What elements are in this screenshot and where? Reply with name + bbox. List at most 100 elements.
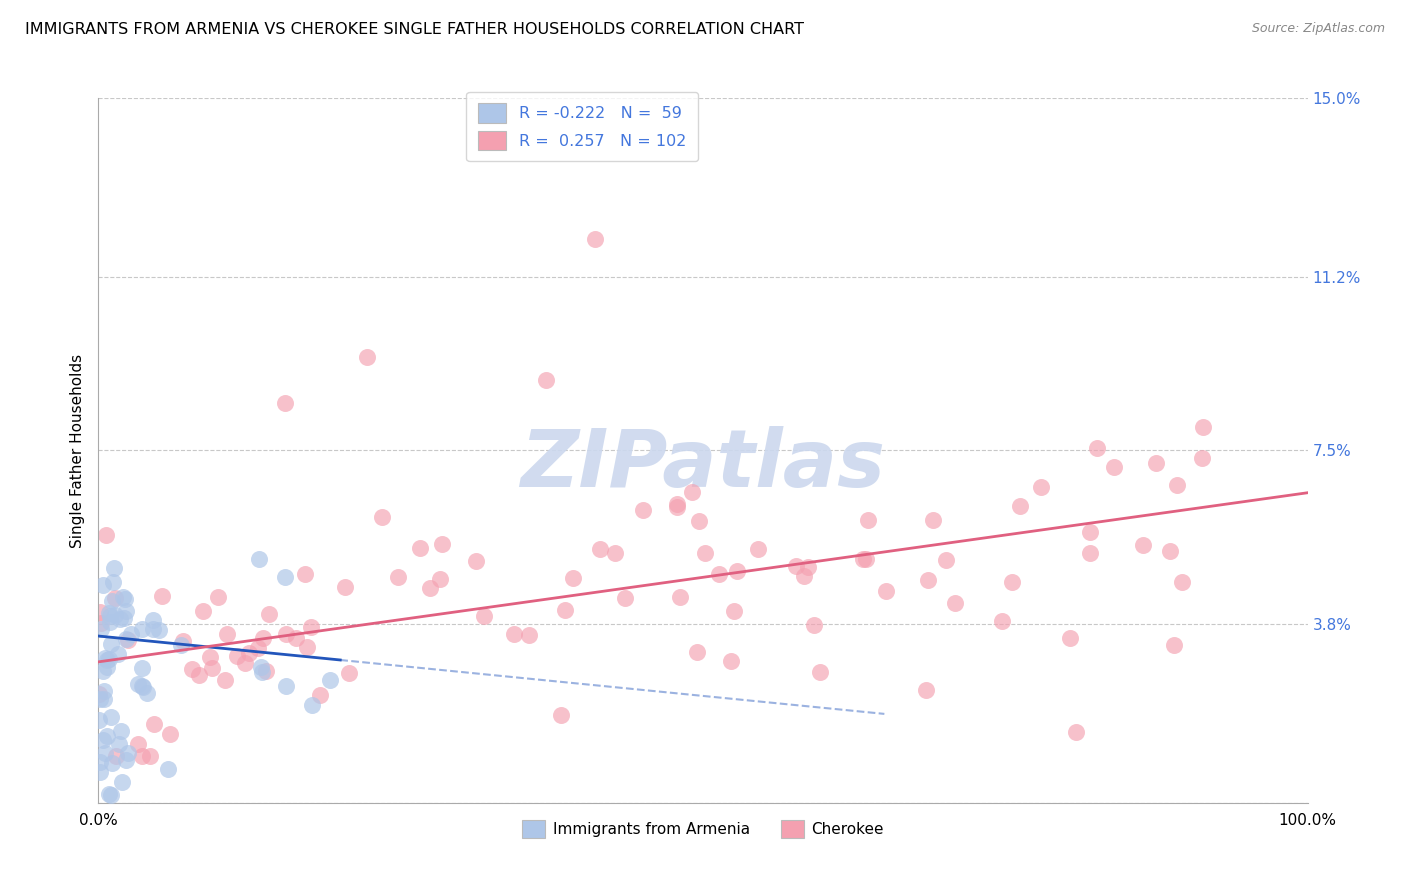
Point [97,787,120,801]
Point [285,631,308,645]
Point [356,350,378,364]
Point [114,604,136,618]
Point [631,503,654,517]
Point [191,604,214,618]
Point [681,485,703,500]
Point [233,656,256,670]
Point [688,514,710,528]
Point [89,605,111,619]
Point [408,541,430,556]
Point [142,716,165,731]
Point [915,683,938,698]
Point [108,612,131,626]
Point [257,607,280,622]
Point [136,686,159,700]
Point [111,775,134,789]
Point [105,748,128,763]
Point [917,573,939,587]
Point [96,660,118,674]
Point [132,680,155,694]
Point [89,764,111,779]
Point [112,591,135,605]
Point [215,626,238,640]
Point [89,755,111,769]
Point [100,637,122,651]
Point [519,628,541,642]
Y-axis label: Single Father Households: Single Father Households [69,353,84,548]
Point [943,596,966,610]
Point [613,591,636,606]
Point [991,614,1014,628]
Point [430,536,453,550]
Point [101,756,124,770]
Point [142,623,165,637]
Point [1159,544,1181,558]
Point [187,668,209,682]
Point [464,554,486,568]
Point [247,551,270,566]
Point [170,638,193,652]
Point [1001,574,1024,589]
Point [131,748,153,763]
Point [1008,499,1031,513]
Point [669,590,692,604]
Point [665,500,688,515]
Point [254,664,277,678]
Point [550,707,572,722]
Point [605,546,627,560]
Point [98,607,121,621]
Point [114,592,136,607]
Point [554,602,576,616]
Point [1059,631,1081,645]
Point [214,673,236,687]
Point [852,551,875,566]
Point [1191,450,1213,465]
Point [1078,546,1101,560]
Point [803,618,825,632]
Point [120,627,142,641]
Point [1192,419,1215,434]
Point [1064,725,1087,739]
Point [1163,638,1185,652]
Point [180,661,202,675]
Point [561,572,583,586]
Point [104,591,127,605]
Point [103,561,125,575]
Point [686,645,709,659]
Point [1171,574,1194,589]
Point [90,622,112,636]
Point [666,498,689,512]
Point [159,727,181,741]
Point [935,553,957,567]
Point [96,653,118,667]
Point [87,713,110,727]
Point [429,572,451,586]
Point [1144,456,1167,470]
Point [207,591,229,605]
Point [1166,478,1188,492]
Point [127,738,149,752]
Point [335,580,357,594]
Point [112,611,135,625]
Point [747,542,769,557]
Point [250,660,273,674]
Point [110,723,132,738]
Point [91,664,114,678]
Point [793,569,815,583]
Text: ZIPatlas: ZIPatlas [520,425,886,504]
Point [337,666,360,681]
Point [150,589,173,603]
Point [808,665,831,679]
Point [693,545,716,559]
Point [90,615,112,630]
Point [89,687,111,701]
Point [301,698,323,712]
Point [274,570,297,584]
Point [201,661,224,675]
Point [101,593,124,607]
Point [98,608,121,623]
Point [104,607,127,622]
Point [723,604,745,618]
Point [387,570,409,584]
Point [274,396,297,410]
